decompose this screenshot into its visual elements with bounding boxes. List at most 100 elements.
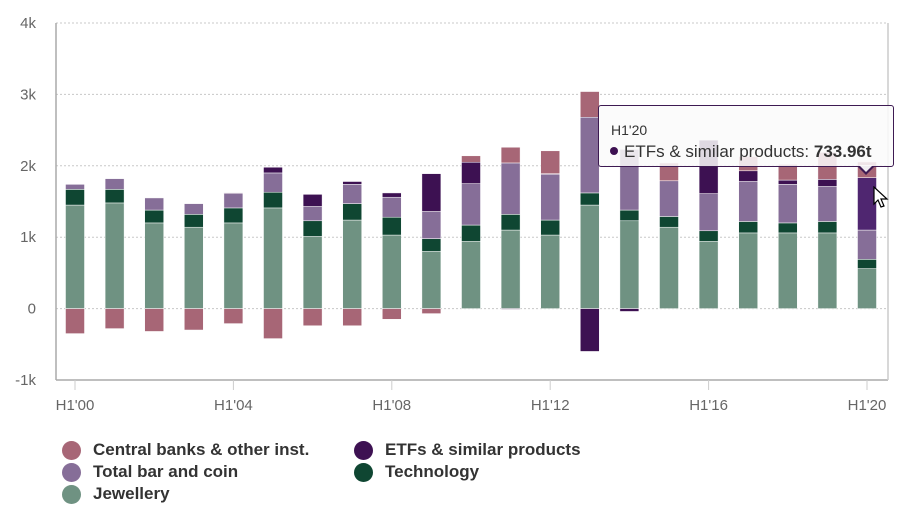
bar-segment-jewellery[interactable] (461, 241, 481, 309)
y-tick-label: 3k (20, 86, 36, 103)
bar-segment-total-bar-and-coin[interactable] (382, 196, 402, 218)
bar-segment-technology[interactable] (144, 209, 164, 224)
bar-segment-jewellery[interactable] (817, 232, 838, 309)
bar-segment-total-bar-and-coin[interactable] (144, 197, 164, 211)
bar-segment-total-bar-and-coin[interactable] (738, 181, 758, 222)
bar-segment-technology[interactable] (104, 189, 125, 204)
bar-segment-jewellery[interactable] (184, 226, 204, 309)
axes (55, 23, 889, 381)
bar-segment-central-banks-other-inst[interactable] (342, 308, 362, 326)
bar-segment-central-banks-other-inst[interactable] (302, 308, 323, 326)
bar-segment-technology[interactable] (184, 214, 204, 228)
bar-segment-central-banks-other-inst[interactable] (263, 308, 283, 339)
bar-segment-central-banks-other-inst[interactable] (382, 308, 402, 320)
bar-segment-jewellery[interactable] (342, 219, 362, 309)
bar-segment-jewellery[interactable] (65, 204, 85, 309)
bar-segment-jewellery[interactable] (778, 232, 798, 309)
bar-segment-technology[interactable] (65, 189, 85, 206)
bar-segment-jewellery[interactable] (857, 268, 877, 309)
bar-segment-central-banks-other-inst[interactable] (223, 308, 244, 324)
bar-segment-technology[interactable] (223, 207, 244, 224)
bar-segment-etfs-similar-products[interactable] (461, 161, 481, 184)
bar-segment-etfs-similar-products[interactable] (382, 192, 402, 198)
bar-segment-central-banks-other-inst[interactable] (580, 91, 600, 118)
legend-item-technology[interactable]: Technology (354, 462, 479, 482)
legend-item-bar-and-coin[interactable]: Total bar and coin (62, 462, 238, 482)
bar-segment-etfs-similar-products[interactable] (421, 173, 442, 212)
bar-segment-jewellery[interactable] (223, 222, 244, 309)
bar-segment-technology[interactable] (738, 221, 758, 234)
bar-segment-technology[interactable] (817, 221, 838, 234)
bar-segment-total-bar-and-coin[interactable] (500, 162, 521, 215)
bar-segment-jewellery[interactable] (698, 241, 719, 309)
bar-segment-jewellery[interactable] (619, 220, 640, 309)
y-axis-ticks: -1k 0 1k 2k 3k 4k (15, 15, 36, 389)
bar-segment-etfs-similar-products[interactable] (302, 194, 323, 207)
bar-segment-technology[interactable] (342, 203, 362, 221)
bar-segment-etfs-similar-products[interactable] (500, 308, 521, 310)
bar-segment-jewellery[interactable] (738, 232, 758, 309)
bar-segment-jewellery[interactable] (104, 202, 125, 309)
legend-item-jewellery[interactable]: Jewellery (62, 484, 170, 504)
tooltip-line: ETFs & similar products: 733.96t (610, 142, 872, 162)
bar-segment-total-bar-and-coin[interactable] (421, 211, 442, 239)
bar-segment-jewellery[interactable] (382, 234, 402, 309)
bar-segment-etfs-similar-products[interactable] (778, 179, 798, 185)
bar-segment-central-banks-other-inst[interactable] (421, 308, 442, 314)
bar-segment-technology[interactable] (659, 216, 679, 228)
y-tick-label: 0 (28, 301, 36, 318)
bar-segment-total-bar-and-coin[interactable] (778, 184, 798, 224)
bar-segment-central-banks-other-inst[interactable] (104, 308, 125, 329)
bar-segment-total-bar-and-coin[interactable] (698, 193, 719, 232)
bar-segment-technology[interactable] (461, 224, 481, 242)
bar-segment-central-banks-other-inst[interactable] (500, 146, 521, 164)
bar-segment-jewellery[interactable] (659, 226, 679, 309)
bar-segment-technology[interactable] (263, 191, 283, 209)
bar-segment-central-banks-other-inst[interactable] (461, 155, 481, 163)
bar-segment-jewellery[interactable] (540, 234, 560, 309)
bar-segment-technology[interactable] (540, 219, 560, 236)
bar-segment-total-bar-and-coin[interactable] (659, 180, 679, 217)
bar-segment-total-bar-and-coin[interactable] (104, 178, 125, 190)
bar-segment-total-bar-and-coin[interactable] (580, 116, 600, 194)
bar-segment-technology[interactable] (857, 259, 877, 269)
bar-segment-total-bar-and-coin[interactable] (223, 193, 244, 209)
bar-segment-total-bar-and-coin[interactable] (263, 172, 283, 193)
bar-segment-jewellery[interactable] (421, 251, 442, 309)
bar-segment-total-bar-and-coin[interactable] (184, 203, 204, 215)
bar-segment-total-bar-and-coin[interactable] (817, 186, 838, 222)
bar-segment-central-banks-other-inst[interactable] (144, 308, 164, 332)
bar-segment-total-bar-and-coin[interactable] (461, 183, 481, 226)
bar-segment-etfs-similar-products[interactable] (619, 308, 640, 312)
bar-segment-technology[interactable] (778, 222, 798, 234)
bar-segment-central-banks-other-inst[interactable] (184, 308, 204, 331)
bar-segment-jewellery[interactable] (263, 207, 283, 309)
bar-segment-technology[interactable] (421, 238, 442, 252)
bar-segment-technology[interactable] (382, 216, 402, 236)
legend-item-central-banks[interactable]: Central banks & other inst. (62, 440, 309, 460)
bar-segment-jewellery[interactable] (302, 236, 323, 309)
bar-segment-etfs-similar-products[interactable] (263, 166, 283, 174)
bar-segment-total-bar-and-coin[interactable] (302, 206, 323, 222)
bar-segment-technology[interactable] (500, 214, 521, 231)
bar-segment-etfs-similar-products[interactable] (738, 170, 758, 182)
bar-segment-total-bar-and-coin[interactable] (342, 184, 362, 204)
bar-segment-etfs-similar-products[interactable] (817, 179, 838, 187)
bar-segment-total-bar-and-coin[interactable] (65, 184, 85, 190)
legend-item-etfs[interactable]: ETFs & similar products (354, 440, 581, 460)
bar-segment-etfs-similar-products[interactable] (342, 181, 362, 185)
bar-segment-central-banks-other-inst[interactable] (540, 150, 560, 174)
bar-segment-total-bar-and-coin[interactable] (857, 229, 877, 260)
bar-segment-technology[interactable] (698, 230, 719, 242)
bar-segment-etfs-similar-products[interactable] (223, 192, 244, 194)
bar-segment-jewellery[interactable] (144, 222, 164, 309)
bar-segment-etfs-similar-products[interactable] (580, 308, 600, 352)
bar-segment-technology[interactable] (302, 220, 323, 237)
bar-segment-central-banks-other-inst[interactable] (65, 308, 85, 334)
bar-segment-technology[interactable] (580, 192, 600, 206)
bar-segment-technology[interactable] (619, 209, 640, 222)
bar-segment-jewellery[interactable] (500, 229, 521, 309)
bar-segment-jewellery[interactable] (580, 204, 600, 309)
bar-segment-total-bar-and-coin[interactable] (540, 174, 560, 221)
